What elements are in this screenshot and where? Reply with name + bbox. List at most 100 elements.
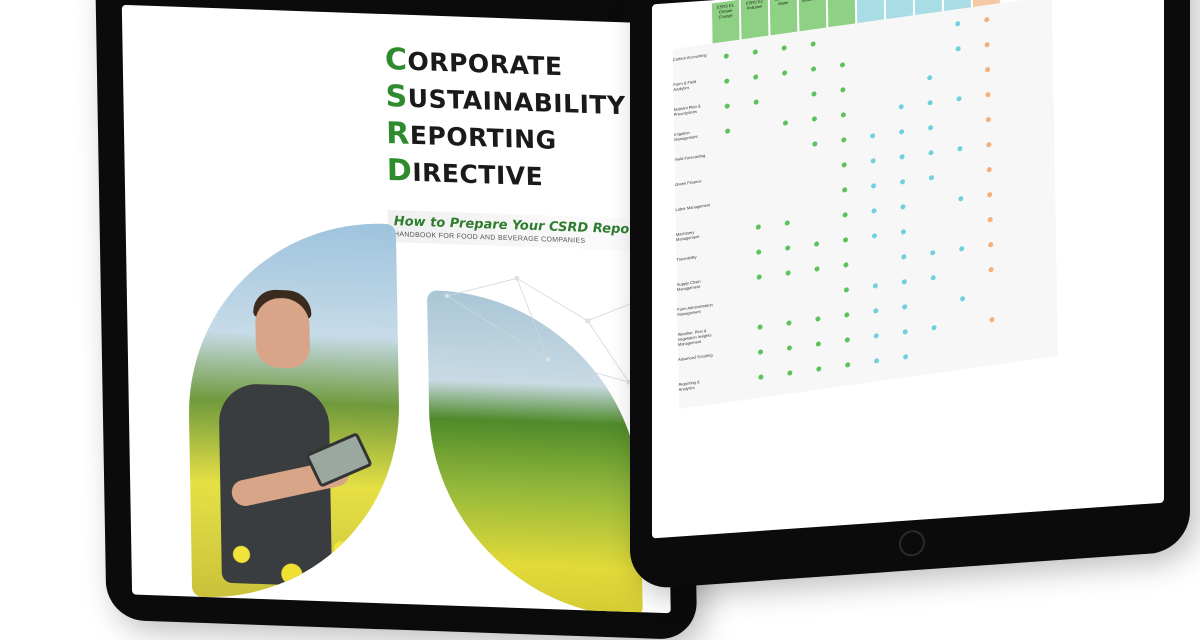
matrix-dot (725, 128, 731, 134)
matrix-dot (811, 116, 817, 122)
matrix-dot (987, 191, 993, 198)
matrix-dot (844, 312, 850, 318)
matrix-dot (931, 324, 937, 331)
matrix-dot (986, 141, 992, 148)
cover-screen: CORPORATE SUSTAINABILITY REPORTING DIREC… (121, 4, 671, 614)
matrix-dot (900, 203, 906, 210)
matrix-dot (901, 253, 907, 260)
matrix-dot (984, 41, 990, 48)
matrix-dot (870, 133, 876, 139)
matrix-dot (839, 62, 846, 68)
matrix-dot (752, 49, 758, 55)
matrix-dot (755, 224, 761, 230)
matrix-dot (753, 99, 759, 105)
matrix-dot (957, 145, 963, 152)
matrix-dot (814, 241, 820, 247)
left-tablet: CORPORATE SUSTAINABILITY REPORTING DIREC… (95, 0, 698, 640)
matrix-dot (928, 174, 934, 181)
matrix-dot (871, 208, 877, 214)
matrix-dot (958, 195, 964, 202)
matrix-dot (840, 87, 846, 93)
matrix-dot (844, 337, 850, 343)
matrix-dot (758, 374, 764, 380)
matrix-dot (899, 128, 905, 135)
matrix-dot (782, 120, 789, 126)
matrix-dot (985, 66, 991, 73)
matrix-dot (815, 316, 821, 322)
matrix-dot (841, 137, 847, 143)
matrix-dot (840, 112, 846, 118)
person-face (254, 297, 311, 370)
matrix-dot (812, 141, 818, 147)
matrix-dot (756, 274, 762, 280)
matrix-row-label: Nutrient Plan & Prescriptions (673, 103, 701, 118)
matrix-dot (874, 358, 880, 364)
matrix-row-label: Irrigation Management (674, 129, 698, 143)
matrix-dot (784, 220, 790, 226)
matrix-dot (989, 316, 995, 323)
matrix-dot (986, 166, 992, 173)
matrix-dot (987, 216, 993, 223)
matrix-row-label: Green Finance (675, 178, 702, 188)
matrix-dot (988, 241, 994, 248)
matrix-row-label: Farm Administration Management (677, 302, 713, 318)
matrix-dot (903, 353, 909, 360)
matrix-dot (810, 41, 816, 47)
matrix-dot (811, 91, 817, 97)
matrix-dot (898, 103, 904, 110)
matrix-dot (872, 283, 878, 289)
matrix-dot (842, 187, 848, 193)
matrix-dot (899, 178, 906, 185)
matrix-dot (901, 278, 907, 285)
matrix-body: Carbon Accounting Farm & Field Analytics N… (672, 0, 1059, 410)
matrix-dot (871, 183, 877, 189)
matrix-dot (984, 16, 990, 23)
matrix-dot (985, 116, 991, 123)
matrix-dot (845, 362, 851, 368)
cover-title: CORPORATE SUSTAINABILITY REPORTING DIREC… (385, 42, 628, 198)
matrix-dot (785, 245, 791, 251)
matrix-dot (899, 153, 905, 160)
matrix-dot (815, 341, 821, 347)
matrix-dot (842, 212, 848, 218)
matrix-row-label: Labor Management (675, 202, 711, 213)
matrix-dot (930, 249, 936, 256)
matrix-dot (843, 262, 849, 268)
matrix-row-label: Traceability (676, 254, 697, 263)
matrix-dot (753, 74, 759, 80)
matrix-dot (988, 266, 994, 273)
matrix-dot (781, 45, 787, 51)
matrix-column-header: ESRS E2 Pollution (740, 0, 769, 40)
matrix-row-label: Supply Chain Management (676, 278, 701, 293)
matrix-dot (811, 66, 817, 72)
rapeseed-flowers (200, 517, 403, 604)
matrix-row-label: Reporting & Analytics (678, 379, 700, 393)
matrix-dot (756, 249, 762, 255)
matrix-dot (841, 162, 847, 168)
matrix-dot (870, 158, 876, 164)
matrix-dot (842, 237, 849, 243)
matrix-column-header: ESRS E1 Climate Change (711, 0, 740, 44)
matrix-dot (723, 53, 729, 59)
matrix-row-label: Machinery Management (675, 229, 700, 243)
matrix-row-label: Farm & Field Analytics (673, 78, 697, 93)
matrix-dot (900, 228, 906, 235)
matrix-dot (960, 295, 966, 302)
matrix-dot (814, 266, 820, 272)
matrix-dot (785, 270, 791, 276)
matrix-dot (927, 99, 933, 106)
home-button[interactable] (899, 529, 925, 558)
matrix-dot (816, 366, 822, 372)
matrix-dot (871, 233, 878, 239)
matrix-dot (873, 308, 879, 314)
matrix-dot (956, 95, 962, 102)
matrix-dot (786, 345, 792, 351)
matrix-dot (928, 124, 934, 131)
matrix-dot (786, 320, 792, 326)
matrix-row-label: Weather, Pest & Vegetation Insights Mana… (677, 328, 712, 348)
matrix-dot (757, 349, 764, 355)
matrix-dot (873, 333, 879, 339)
matrix-column-header: ESRS E3 Water (769, 0, 798, 36)
